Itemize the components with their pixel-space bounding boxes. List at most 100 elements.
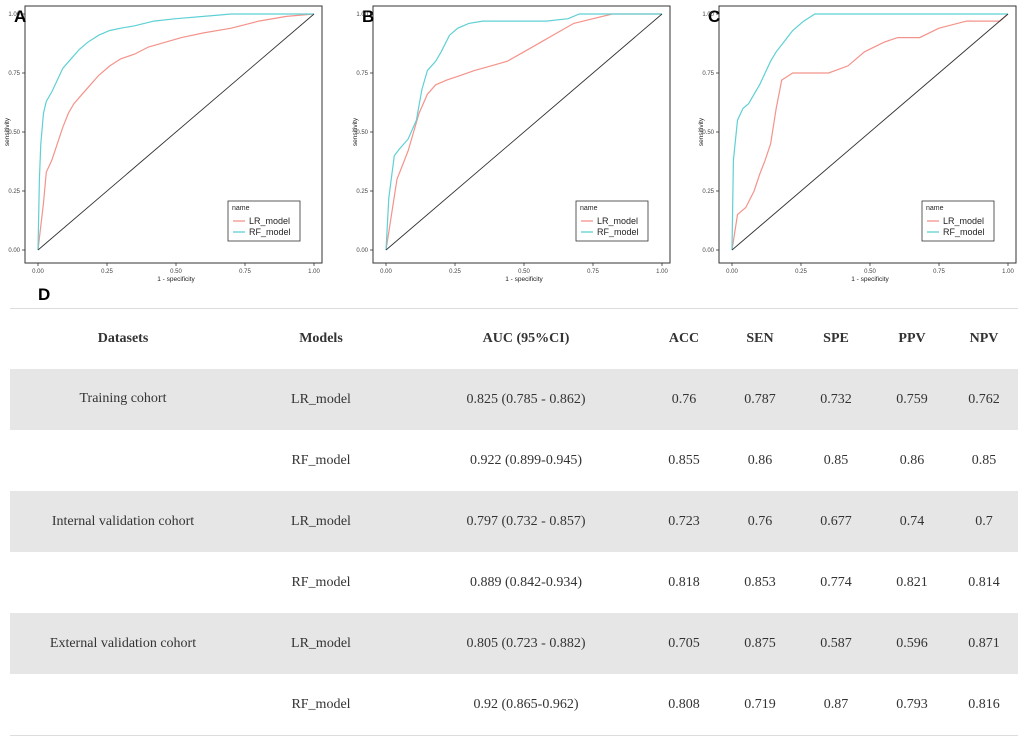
x-tick-label: 0.75 — [239, 269, 251, 275]
cell-spe: 0.587 — [798, 613, 874, 674]
x-tick-label: 0.75 — [933, 269, 945, 275]
roc-line-lr-model — [37, 13, 315, 251]
header-spe: SPE — [798, 308, 874, 369]
legend-title: name — [926, 205, 944, 212]
legend-label-rf-model: RF_model — [249, 227, 291, 237]
cell-ppv: 0.821 — [896, 574, 928, 590]
header-datasets: Datasets — [10, 308, 236, 369]
diagonal-reference-line — [731, 13, 1009, 251]
header-models: Models — [236, 308, 406, 369]
y-tick-label: 1.00 — [702, 12, 714, 18]
y-tick-label: 0.00 — [356, 248, 368, 254]
x-tick-label: 0.50 — [864, 269, 876, 275]
table-row: RF_model 0.922 (0.899-0.945) 0.855 0.86 … — [10, 430, 1018, 491]
cell-npv: 0.7 — [950, 491, 1018, 552]
y-tick-label: 0.50 — [8, 130, 20, 136]
cell-auc: 0.805 (0.723 - 0.882) — [406, 613, 646, 674]
y-tick-label: 0.25 — [356, 189, 368, 195]
roc-panel-a: A 0.00 0.25 0.50 0.75 1.00 0.00 0.25 0.50 0.75 1.0… — [0, 0, 330, 290]
cell-npv: 0.871 — [950, 613, 1018, 674]
y-tick-label: 1.00 — [8, 12, 20, 18]
x-axis-title: 1 - specificity — [851, 276, 889, 283]
cell-dataset: Training cohort — [10, 369, 236, 430]
roc-line-lr-model — [385, 13, 662, 251]
table-row: RF_model 0.889 (0.842-0.934) 0.818 0.853… — [10, 552, 1018, 613]
roc-line-rf-model — [37, 13, 314, 251]
roc-chart-b: B 0.00 0.25 0.50 0.75 1.00 0.00 0.25 0.50 0.75 1.0… — [352, 5, 671, 283]
y-tick-label: 0.25 — [8, 189, 20, 195]
x-tick-label: 0.00 — [726, 269, 738, 275]
cell-acc: 0.705 — [646, 613, 722, 674]
legend-label-lr-model: LR_model — [943, 216, 984, 226]
cell-spe: 0.85 — [823, 452, 849, 468]
x-tick-label: 1.00 — [656, 269, 668, 275]
x-axis-title: 1 - specificity — [505, 276, 543, 283]
x-tick-label: 0.50 — [170, 269, 182, 275]
x-tick-label: 0.25 — [101, 269, 113, 275]
cell-model: RF_model — [236, 674, 406, 736]
cell-ppv: 0.74 — [874, 491, 950, 552]
roc-panel-c: C 0.00 0.25 0.50 0.75 1.00 0.00 0.25 0.50 0.75 1.0… — [694, 0, 1021, 290]
cell-ppv: 0.86 — [899, 452, 925, 468]
legend-label-rf-model: RF_model — [597, 227, 639, 237]
header-npv: NPV — [950, 308, 1018, 369]
cell-dataset: Internal validation cohort — [10, 491, 236, 552]
legend-label-lr-model: LR_model — [249, 216, 290, 226]
cell-auc: 0.825 (0.785 - 0.862) — [406, 369, 646, 430]
table-row: RF_model 0.92 (0.865-0.962) 0.808 0.719 … — [10, 674, 1018, 736]
cell-spe: 0.732 — [798, 369, 874, 430]
diagonal-reference-line — [37, 13, 315, 251]
cell-model: LR_model — [236, 369, 406, 430]
x-tick-label: 0.00 — [380, 269, 392, 275]
cell-ppv: 0.759 — [874, 369, 950, 430]
cell-dataset — [10, 674, 236, 736]
table-row: External validation cohort LR_model 0.80… — [10, 613, 1018, 674]
panel-letter-c: C — [708, 7, 720, 26]
roc-line-rf-model — [385, 13, 662, 251]
metrics-table: Datasets Models AUC (95%CI) ACC SEN SPE … — [10, 308, 1018, 736]
cell-acc: 0.76 — [646, 369, 722, 430]
x-axis-title: 1 - specificity — [157, 276, 195, 283]
cell-sen: 0.76 — [722, 491, 798, 552]
header-ppv: PPV — [874, 308, 950, 369]
x-tick-label: 0.25 — [449, 269, 461, 275]
cell-acc: 0.818 — [668, 574, 700, 590]
y-tick-label: 0.50 — [702, 130, 714, 136]
cell-model: RF_model — [291, 452, 351, 468]
cell-spe: 0.677 — [798, 491, 874, 552]
cell-ppv: 0.596 — [874, 613, 950, 674]
cell-auc: 0.922 (0.899-0.945) — [470, 452, 582, 468]
cell-spe: 0.87 — [798, 674, 874, 736]
table-row: Internal validation cohort LR_model 0.79… — [10, 491, 1018, 552]
cell-sen: 0.875 — [722, 613, 798, 674]
y-tick-label: 0.75 — [356, 71, 368, 77]
cell-model: LR_model — [236, 613, 406, 674]
cell-acc: 0.723 — [646, 491, 722, 552]
y-tick-label: 0.25 — [702, 189, 714, 195]
roc-panel-b: B 0.00 0.25 0.50 0.75 1.00 0.00 0.25 0.50 0.75 1.0… — [348, 0, 678, 290]
legend-title: name — [232, 205, 250, 212]
y-tick-label: 0.75 — [8, 71, 20, 77]
y-tick-label: 0.50 — [356, 130, 368, 136]
cell-npv: 0.816 — [950, 674, 1018, 736]
table-row: Training cohort LR_model 0.825 (0.785 - … — [10, 369, 1018, 430]
diagonal-reference-line — [385, 13, 663, 251]
cell-dataset — [10, 430, 236, 491]
x-tick-label: 0.25 — [795, 269, 807, 275]
roc-chart-c: C 0.00 0.25 0.50 0.75 1.00 0.00 0.25 0.50 0.75 1.0… — [698, 5, 1017, 283]
x-tick-label: 1.00 — [1002, 269, 1014, 275]
y-tick-label: 0.00 — [8, 248, 20, 254]
roc-line-rf-model — [731, 13, 1008, 251]
y-axis-title: sensitivity — [4, 117, 11, 146]
cell-model: RF_model — [291, 574, 351, 590]
cell-sen: 0.719 — [722, 674, 798, 736]
cell-auc: 0.797 (0.732 - 0.857) — [406, 491, 646, 552]
cell-npv: 0.85 — [971, 452, 997, 468]
y-tick-label: 0.00 — [702, 248, 714, 254]
cell-dataset: External validation cohort — [10, 613, 236, 674]
cell-dataset — [10, 552, 236, 613]
cell-sen: 0.787 — [722, 369, 798, 430]
cell-npv: 0.762 — [950, 369, 1018, 430]
cell-ppv: 0.793 — [874, 674, 950, 736]
panel-letter-a: A — [14, 7, 26, 26]
